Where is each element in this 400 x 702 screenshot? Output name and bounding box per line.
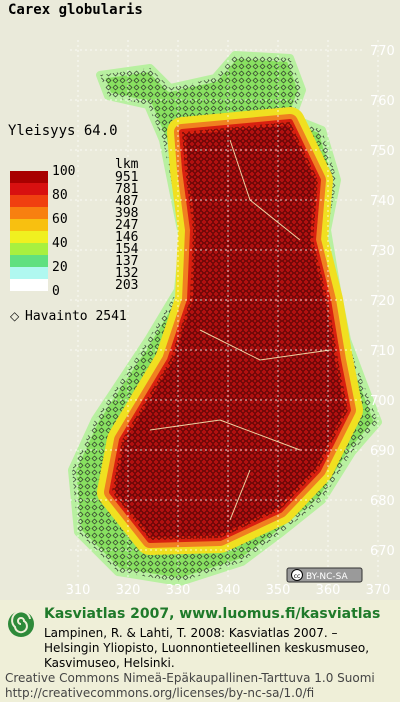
y-axis-label: 760 — [370, 94, 395, 109]
y-axis-label: 690 — [370, 444, 395, 459]
legend-level: 20 — [52, 260, 68, 275]
frequency: Yleisyys 64.0 — [8, 123, 118, 139]
legend-swatch — [10, 183, 48, 195]
observations: Havainto 2541 — [25, 309, 127, 324]
legend-count: 132 — [115, 266, 138, 281]
legend-count: 487 — [115, 194, 138, 209]
legend-count: 398 — [115, 206, 138, 221]
legend-level: 0 — [52, 284, 60, 299]
logo — [8, 610, 34, 637]
legend-swatch — [10, 243, 48, 255]
license-line: Creative Commons Nimeä-Epäkaupallinen-Ta… — [5, 671, 375, 685]
y-axis-label: 670 — [370, 544, 395, 559]
species-title: Carex globularis — [8, 2, 143, 18]
legend-count: 137 — [115, 254, 138, 269]
legend-count: 781 — [115, 182, 138, 197]
legend-count: 154 — [115, 242, 139, 257]
legend-swatch — [10, 207, 48, 219]
license-line: http://creativecommons.org/licenses/by-n… — [5, 686, 314, 700]
x-axis-label: 350 — [266, 583, 291, 598]
x-axis-label: 320 — [116, 583, 141, 598]
x-axis-label: 340 — [216, 583, 241, 598]
legend-swatch — [10, 255, 48, 267]
legend-count: 203 — [115, 278, 138, 293]
legend-swatch — [10, 171, 48, 183]
y-axis-label: 750 — [370, 144, 395, 159]
legend-level: 60 — [52, 212, 68, 227]
observation-symbol: ◇ — [10, 309, 20, 323]
legend-swatch — [10, 195, 48, 207]
count-header: lkm — [115, 157, 139, 172]
legend-level: 40 — [52, 236, 68, 251]
y-axis-label: 680 — [370, 494, 395, 509]
grid-lines — [70, 40, 379, 580]
footer-heading: Kasviatlas 2007, www.luomus.fi/kasviatla… — [44, 606, 380, 622]
legend-swatch — [10, 267, 48, 279]
legend-count: 247 — [115, 218, 138, 233]
legend-swatch — [10, 231, 48, 243]
x-axis-label: 370 — [366, 583, 391, 598]
license-badge: cc BY-NC-SA — [286, 567, 363, 583]
citation-line: Helsingin Yliopisto, Luonnontieteellinen… — [44, 641, 369, 655]
axis-labels: 770 760 750 740 730 720 710 700 690 680 670 310 320 3… — [66, 44, 395, 598]
x-axis-label: 330 — [166, 583, 191, 598]
badge-text: BY-NC-SA — [306, 572, 349, 582]
legend-count: 146 — [115, 230, 138, 245]
y-axis-label: 730 — [370, 244, 395, 259]
citation-line: Kasvimuseo, Helsinki. — [44, 656, 175, 670]
y-axis-label: 720 — [370, 294, 395, 309]
svg-text:cc: cc — [294, 573, 301, 580]
legend-swatch — [10, 219, 48, 231]
y-axis-label: 770 — [370, 44, 395, 59]
legend-count: 951 — [115, 170, 138, 185]
y-axis-label: 700 — [370, 394, 395, 409]
citation-line: Lampinen, R. & Lahti, T. 2008: Kasviatla… — [44, 626, 338, 640]
y-axis-label: 710 — [370, 344, 395, 359]
y-axis-label: 740 — [370, 194, 395, 209]
x-axis-label: 310 — [66, 583, 91, 598]
legend-level: 80 — [52, 188, 68, 203]
finland-map — [68, 51, 382, 586]
x-axis-label: 360 — [316, 583, 341, 598]
legend-level: 100 — [52, 164, 75, 179]
legend-swatch — [10, 279, 48, 291]
